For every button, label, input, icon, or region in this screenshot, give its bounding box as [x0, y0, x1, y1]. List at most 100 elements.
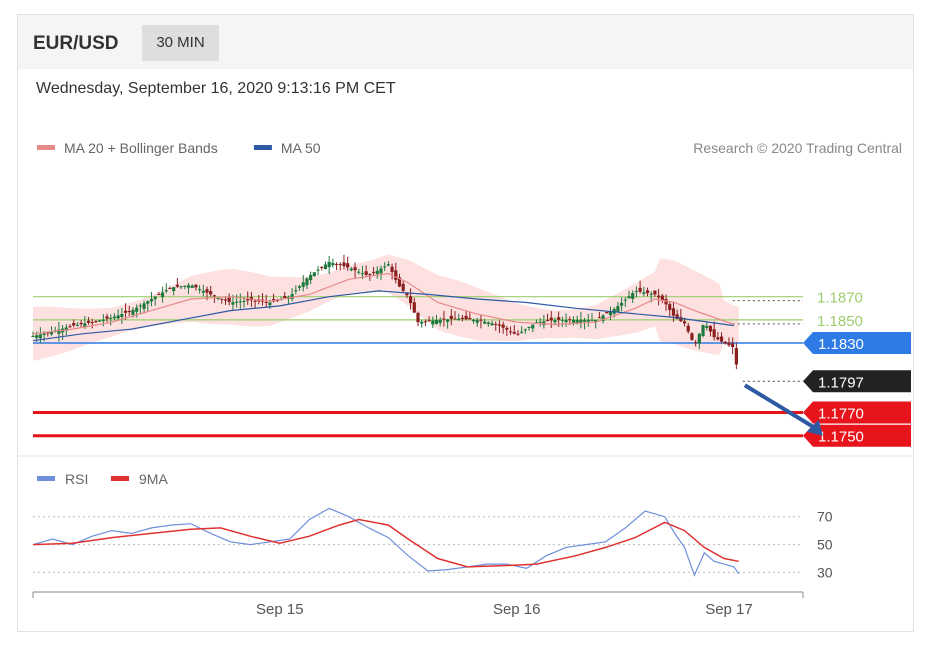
- level-tag-4: [803, 401, 911, 424]
- candle: [75, 322, 80, 327]
- candle-body: [697, 333, 701, 344]
- candle: [460, 314, 465, 322]
- candle-body: [201, 290, 205, 293]
- candle-body: [338, 264, 342, 266]
- candle: [512, 324, 516, 335]
- candle: [105, 313, 109, 323]
- candle-body: [634, 291, 639, 293]
- candle-body: [616, 306, 620, 312]
- level-label-3: 1.1797: [818, 374, 864, 391]
- candle-body: [383, 266, 387, 268]
- candle: [312, 272, 316, 277]
- candle: [179, 285, 183, 289]
- candle-body: [438, 319, 442, 323]
- candle-body: [516, 333, 520, 335]
- candle-body: [90, 322, 94, 324]
- candle-body: [671, 308, 676, 316]
- candle-body: [520, 331, 524, 333]
- candle: [371, 266, 376, 276]
- candle: [545, 313, 550, 322]
- candle: [38, 327, 43, 343]
- candle-body: [346, 263, 350, 268]
- candle-body: [571, 319, 576, 323]
- candle: [660, 293, 664, 304]
- candle: [620, 297, 624, 312]
- candle-body: [664, 299, 668, 305]
- candle-body: [72, 322, 76, 326]
- candle: [497, 320, 502, 334]
- candle: [520, 326, 524, 334]
- candle-body: [342, 262, 346, 267]
- candle: [164, 283, 168, 294]
- candle: [420, 319, 424, 328]
- candle-body: [57, 329, 61, 334]
- candle-body: [442, 318, 446, 320]
- projection-arrow: [743, 383, 816, 430]
- candle-body: [246, 298, 250, 301]
- candle: [645, 287, 650, 297]
- candle: [375, 266, 379, 279]
- candle: [379, 265, 383, 281]
- candle: [434, 314, 439, 325]
- candle-body: [86, 320, 91, 323]
- candle: [153, 295, 157, 306]
- candle-body: [223, 299, 228, 301]
- candle: [253, 300, 257, 309]
- candle: [294, 285, 298, 295]
- candle-body: [582, 319, 587, 322]
- candle-body: [494, 323, 498, 325]
- candle-body: [405, 292, 409, 296]
- projection-arrow-head: [806, 419, 823, 436]
- candle: [209, 285, 213, 297]
- candle: [238, 293, 242, 310]
- candle: [560, 316, 564, 327]
- candle-body: [675, 314, 679, 319]
- candle-body: [268, 302, 272, 306]
- candle-body: [420, 321, 424, 324]
- candle: [664, 294, 668, 311]
- candle-body: [701, 325, 705, 337]
- candle-body: [483, 321, 487, 324]
- candle: [116, 309, 120, 320]
- candle-body: [216, 297, 220, 299]
- timestamp: Wednesday, September 16, 2020 9:13:16 PM…: [36, 80, 396, 97]
- rsi-tick-label-2: 30: [817, 564, 833, 580]
- timeframe-button[interactable]: 30 MIN: [142, 25, 219, 61]
- candle: [331, 258, 335, 268]
- candle-body: [120, 314, 124, 317]
- candle-body: [401, 283, 405, 291]
- candle: [464, 311, 468, 321]
- candle: [431, 316, 435, 329]
- candle-body: [590, 319, 594, 321]
- candle: [571, 316, 576, 326]
- candle-body: [386, 264, 390, 266]
- candle: [505, 325, 509, 337]
- candle-body: [557, 317, 561, 320]
- candle-body: [731, 343, 735, 348]
- legend-swatch-0: [37, 145, 55, 150]
- candle: [327, 256, 331, 275]
- candle-body: [434, 319, 439, 324]
- candle: [368, 273, 372, 281]
- candle: [731, 337, 735, 355]
- candle-body: [579, 319, 583, 324]
- candle-body: [186, 285, 191, 288]
- candle-body: [694, 342, 698, 344]
- candle: [160, 286, 165, 303]
- candle: [534, 319, 539, 324]
- candle-body: [642, 292, 646, 295]
- candle-body: [312, 272, 316, 277]
- candle: [582, 317, 587, 330]
- candle: [397, 273, 402, 288]
- candle-body: [631, 293, 635, 299]
- candle-body: [390, 266, 394, 273]
- candle-body: [479, 319, 483, 321]
- candle-body: [486, 322, 490, 325]
- ma20-line: [32, 272, 735, 335]
- candle: [653, 290, 657, 297]
- candle: [72, 319, 76, 328]
- candle-body: [416, 312, 420, 323]
- level-tag-5: [803, 424, 911, 447]
- candle-body: [423, 321, 428, 323]
- candle: [123, 303, 128, 320]
